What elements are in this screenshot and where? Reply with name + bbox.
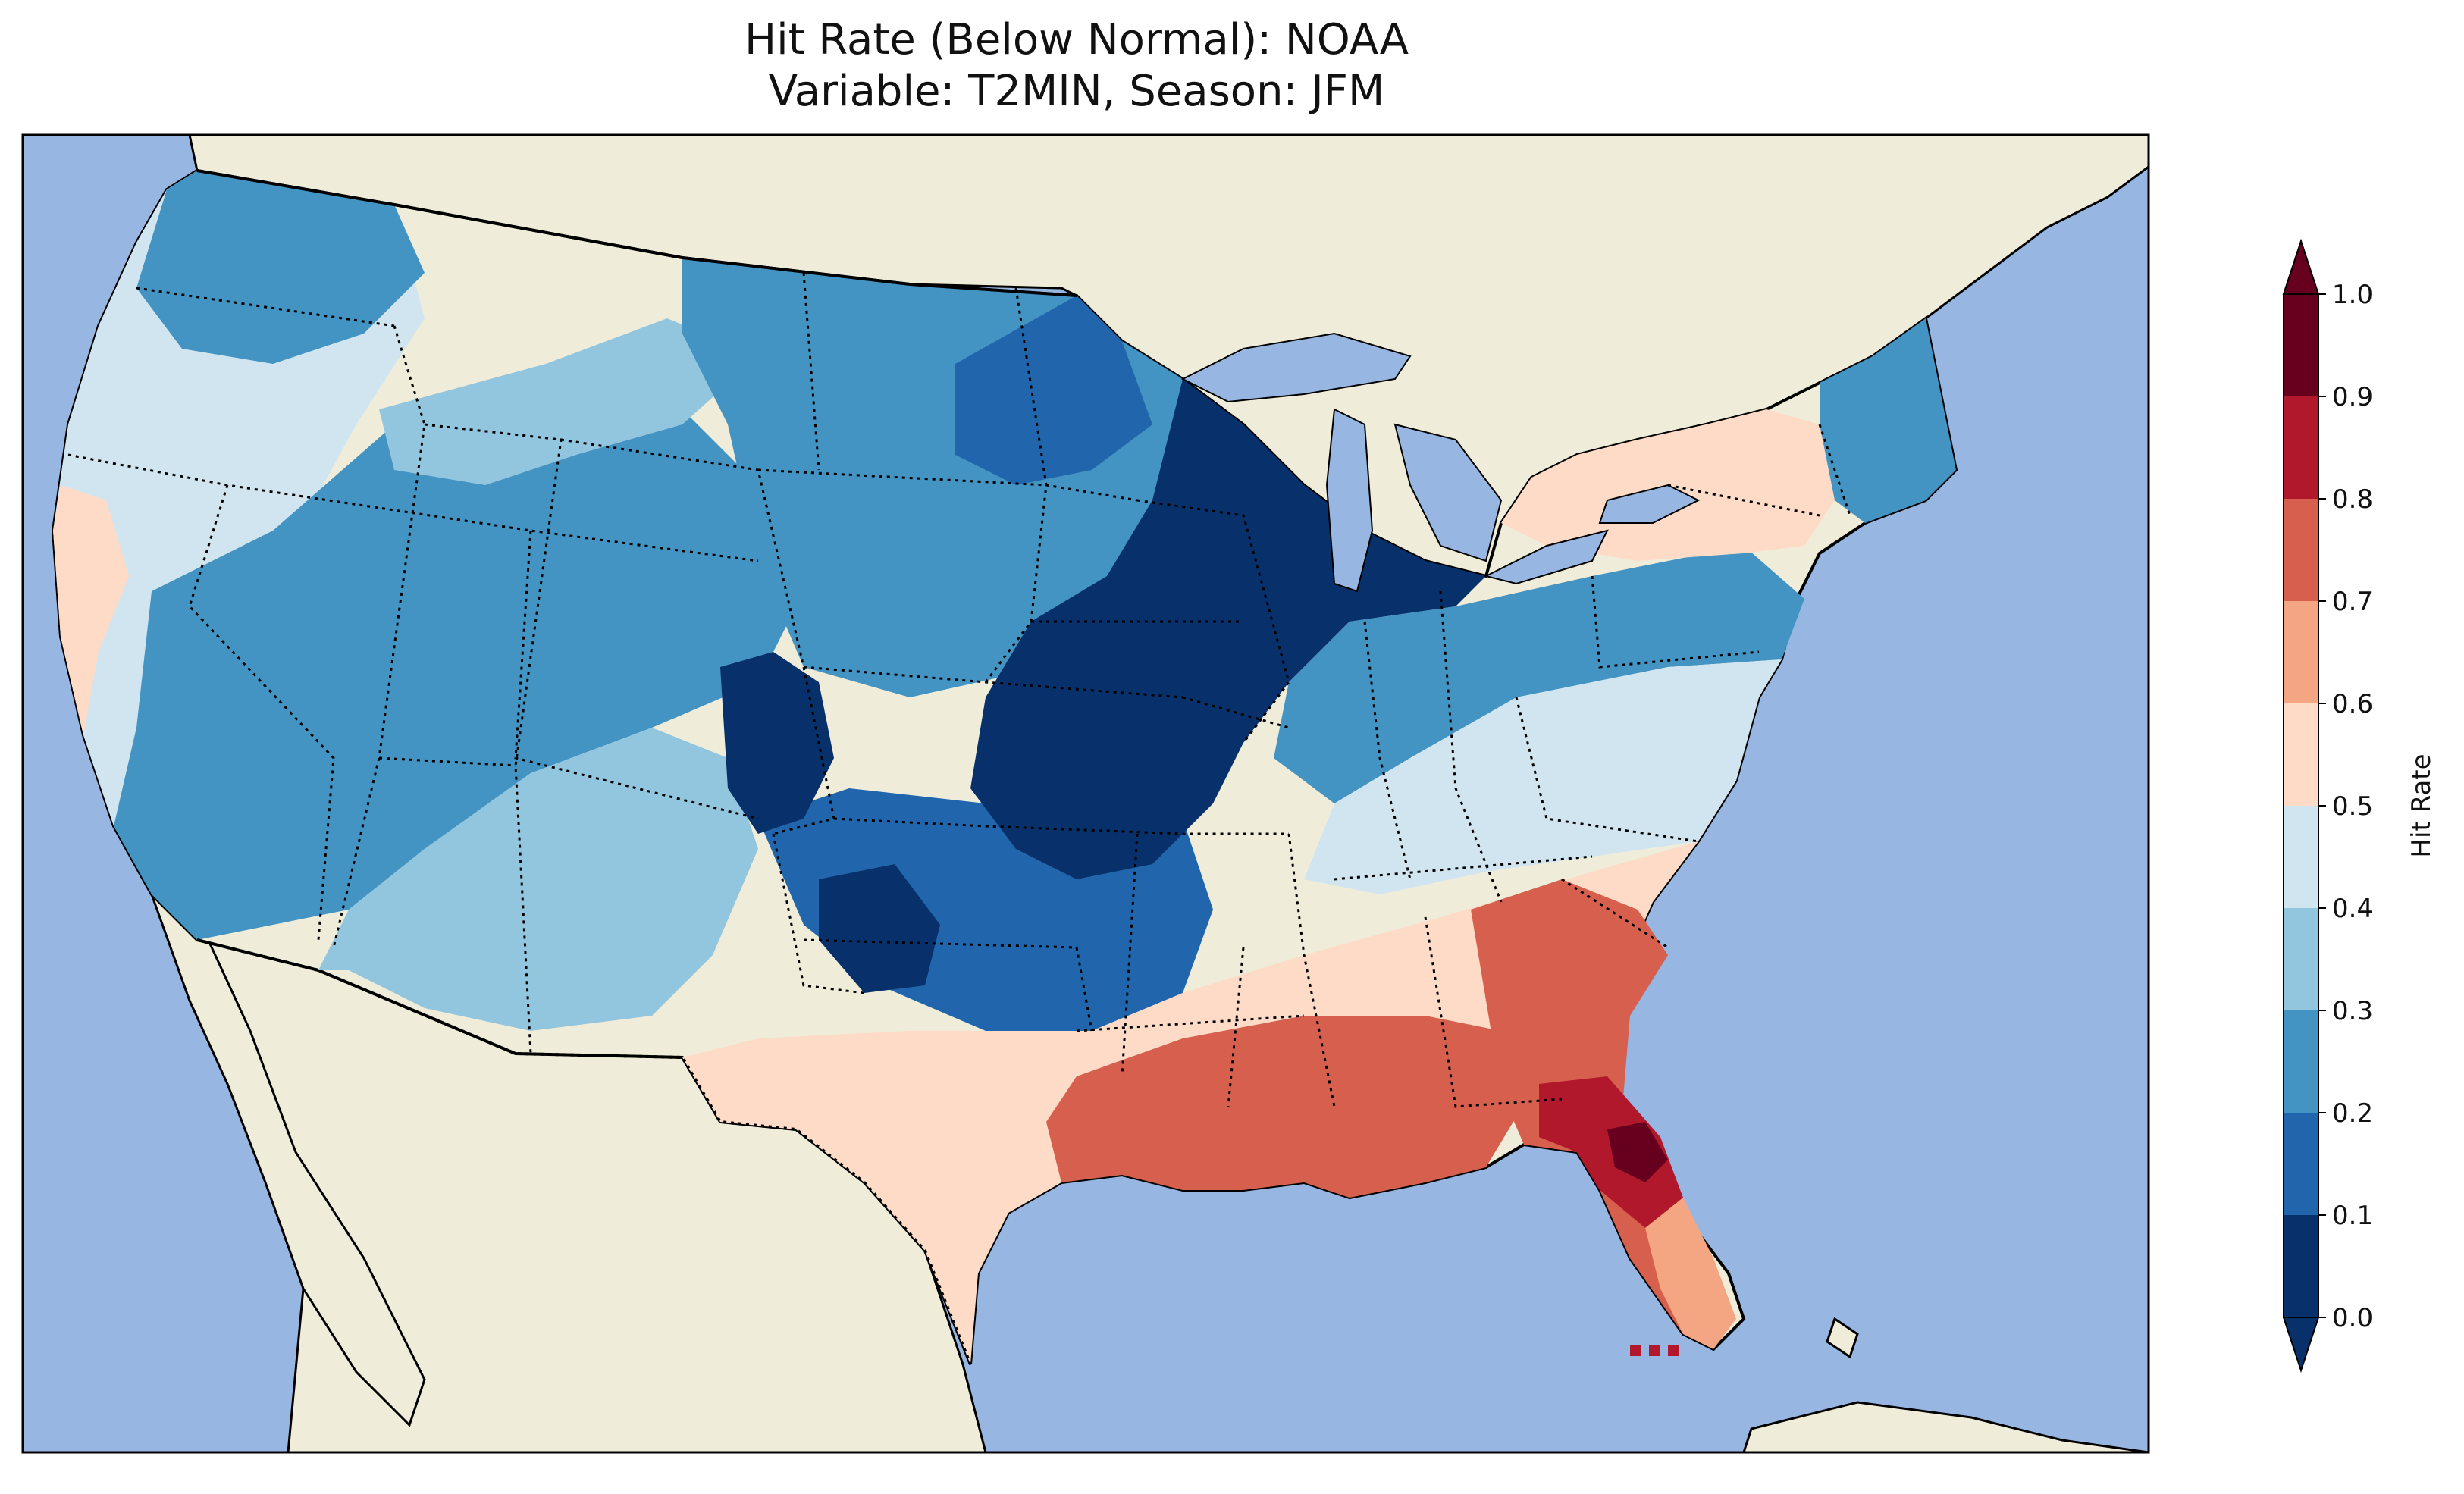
colorbar-bin [2284,806,2318,908]
colorbar-extend-max [2282,238,2320,295]
state-borders [67,272,1851,1108]
region-interior-west-light [379,318,758,485]
colorbar-tick-label: 0.5 [2332,791,2373,822]
lake-superior [1180,332,1412,403]
colorbar: 0.0 0.1 0.2 0.3 0.4 0.5 0.6 0.7 0.8 0.9 1.0 Hit Rat… [2282,238,2437,1373]
region-florida-core [1539,1076,1683,1228]
keys-cell [1630,1345,1641,1356]
region-pacific-northwest [136,171,425,364]
us-mexico-border [196,938,972,1365]
region-new-england [1820,318,1956,523]
keys-cell [1649,1345,1660,1356]
cuba-land [1742,1401,2149,1452]
colorbar-tick-label: 0.9 [2332,382,2373,412]
region-california-coast [53,485,129,735]
colorbar-bin [2284,703,2318,806]
colorbar-tick-label: 0.8 [2332,484,2373,515]
baja-land [149,891,426,1427]
colorbar-tick-label: 0.3 [2332,996,2373,1026]
lake-erie [1484,529,1609,585]
colorbar-tick-label: 1.0 [2332,280,2373,310]
colorbar-bin [2284,1113,2318,1215]
region-central-florida [1607,1122,1668,1182]
colorbar-extend-min [2282,1317,2320,1373]
region-gulf-coast [1046,1016,1531,1198]
region-northern-plains-dark [955,296,1152,485]
colorbar-tick-label: 0.0 [2332,1303,2373,1333]
map-title: Hit Rate (Below Normal): NOAA [744,15,1409,64]
hit-rate-field [53,171,1956,1364]
colorbar-bin [2284,499,2318,601]
lake-huron [1393,423,1503,562]
region-colorado-core [720,652,834,834]
colorbar-bin [2284,908,2318,1010]
colorbar-bin [2284,601,2318,703]
keys-cell [1668,1345,1679,1356]
region-great-basin [114,394,804,940]
region-florida-south [1645,1198,1736,1349]
colorbar-bin [2284,1010,2318,1113]
region-mid-atlantic [1304,659,1782,894]
lake-michigan [1325,408,1374,593]
region-texas-panhandle-core [819,864,940,993]
colorbar-bin [2284,1215,2318,1317]
map-subtitle: Variable: T2MIN, Season: JFM [768,67,1385,116]
colorbar-bin [2284,294,2318,396]
great-lakes [1180,332,1701,593]
map-frame [21,133,2150,1454]
region-midwest-core [970,379,1486,879]
colorbar-tick-label: 0.1 [2332,1201,2373,1231]
colorbar-tick-label: 0.2 [2332,1098,2373,1129]
bahamas-island [1826,1317,1859,1359]
colorbar-bin [2284,396,2318,499]
colorbar-label: Hit Rate [2406,753,2437,857]
region-ohio-valley [1274,546,1804,803]
lake-ontario [1598,484,1701,524]
colorbar-tick-label: 0.6 [2332,689,2373,719]
colorbar-tick-label: 0.4 [2332,894,2373,924]
region-southwest [318,728,758,1031]
us-canada-border [196,169,1077,297]
colorbar-tick-label: 0.7 [2332,587,2373,617]
